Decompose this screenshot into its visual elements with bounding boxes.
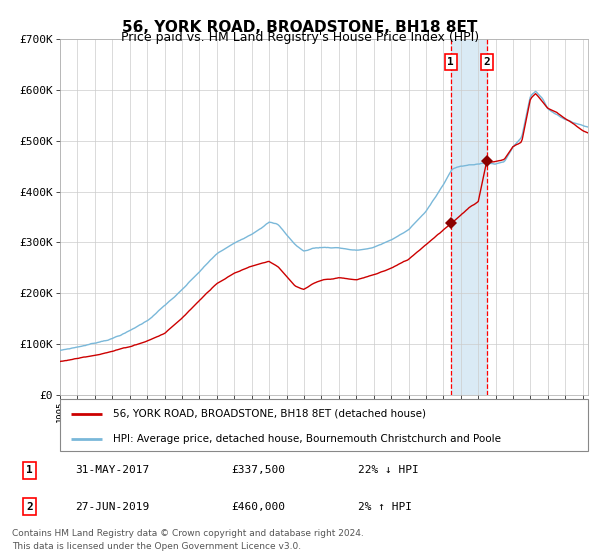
- Text: HPI: Average price, detached house, Bournemouth Christchurch and Poole: HPI: Average price, detached house, Bour…: [113, 435, 501, 445]
- Text: 1: 1: [26, 465, 32, 475]
- FancyBboxPatch shape: [60, 399, 588, 451]
- Text: 22% ↓ HPI: 22% ↓ HPI: [358, 465, 418, 475]
- Text: This data is licensed under the Open Government Licence v3.0.: This data is licensed under the Open Gov…: [12, 542, 301, 551]
- Text: Contains HM Land Registry data © Crown copyright and database right 2024.: Contains HM Land Registry data © Crown c…: [12, 529, 364, 538]
- Text: Price paid vs. HM Land Registry's House Price Index (HPI): Price paid vs. HM Land Registry's House …: [121, 31, 479, 44]
- Text: 2: 2: [484, 57, 490, 67]
- Text: £460,000: £460,000: [231, 502, 285, 511]
- Text: 1: 1: [448, 57, 454, 67]
- Text: 56, YORK ROAD, BROADSTONE, BH18 8ET: 56, YORK ROAD, BROADSTONE, BH18 8ET: [122, 20, 478, 35]
- Text: 2: 2: [26, 502, 32, 511]
- Text: 2% ↑ HPI: 2% ↑ HPI: [358, 502, 412, 511]
- Bar: [451, 39, 487, 395]
- Text: £337,500: £337,500: [231, 465, 285, 475]
- Text: 56, YORK ROAD, BROADSTONE, BH18 8ET (detached house): 56, YORK ROAD, BROADSTONE, BH18 8ET (det…: [113, 409, 426, 419]
- Text: 27-JUN-2019: 27-JUN-2019: [76, 502, 149, 511]
- Text: 31-MAY-2017: 31-MAY-2017: [76, 465, 149, 475]
